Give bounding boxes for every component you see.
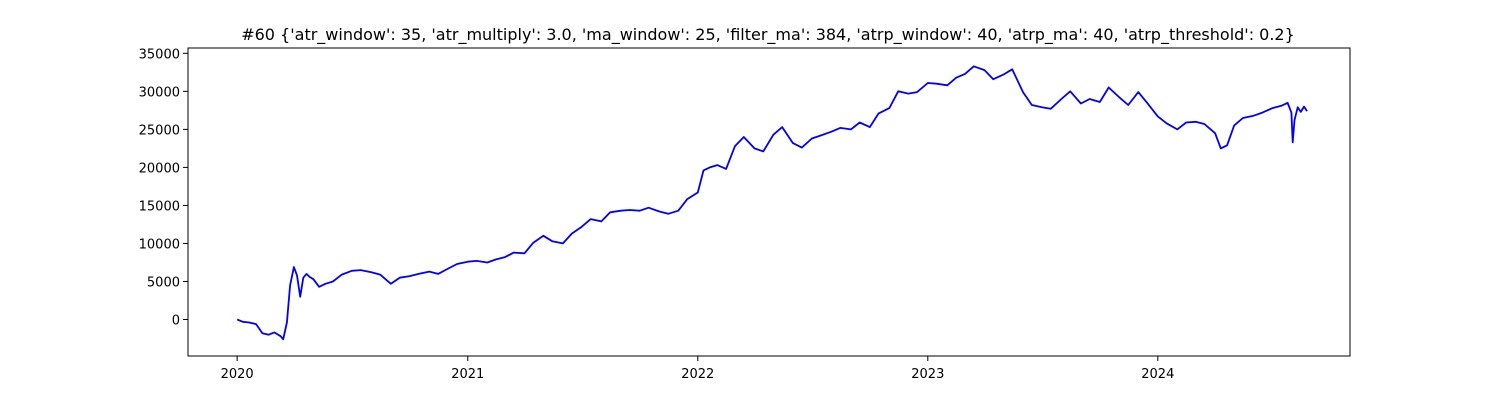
y-tick-label: 35000: [139, 47, 180, 62]
x-tick-label: 2024: [1141, 367, 1174, 382]
y-tick-label: 25000: [139, 123, 180, 138]
x-axis-ticks: 2020 2021 2022 2023 2024: [221, 356, 1174, 382]
plot-frame: [187, 47, 1351, 357]
x-tick-label: 2022: [681, 367, 714, 382]
series-line: [236, 65, 1308, 341]
y-tick-label: 20000: [139, 161, 180, 176]
x-tick-label: 2023: [911, 367, 944, 382]
x-tick-label: 2021: [451, 367, 484, 382]
y-tick-label: 30000: [139, 85, 180, 100]
y-tick-label: 15000: [139, 199, 180, 214]
y-axis-ticks: 0 5000 10000 15000 20000 25000 30000 35000: [139, 47, 188, 328]
y-tick-label: 0: [172, 313, 180, 328]
chart-title: #60 {'atr_window': 35, 'atr_multiply': 3…: [241, 25, 1295, 45]
y-tick-label: 10000: [139, 237, 180, 252]
y-tick-label: 5000: [147, 275, 180, 290]
x-tick-label: 2020: [221, 367, 254, 382]
